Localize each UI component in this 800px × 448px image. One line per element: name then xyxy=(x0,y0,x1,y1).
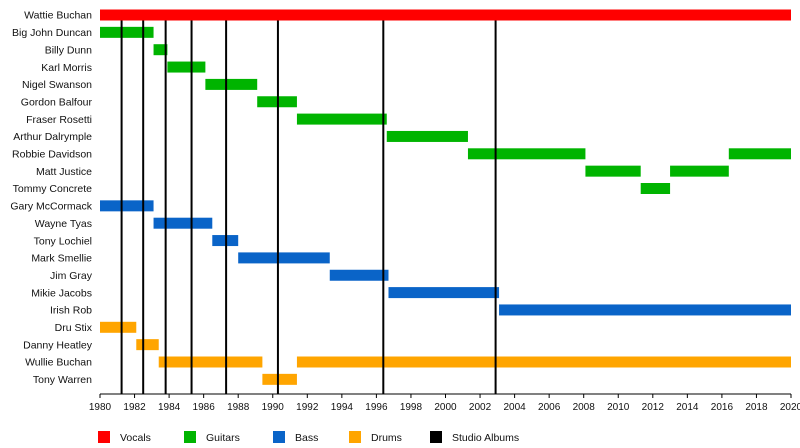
x-tick-label-1998: 1998 xyxy=(400,402,423,413)
member-label-danny-heatley: Danny Heatley xyxy=(23,339,93,351)
x-tick-label-2002: 2002 xyxy=(469,402,492,413)
x-tick-label-1982: 1982 xyxy=(123,402,146,413)
member-label-wayne-tyas: Wayne Tyas xyxy=(35,218,92,230)
member-label-tommy-concrete: Tommy Concrete xyxy=(13,183,93,195)
member-label-karl-morris: Karl Morris xyxy=(41,62,92,74)
bar-mikie-jacobs-1 xyxy=(388,287,500,299)
x-tick-label-1984: 1984 xyxy=(158,402,181,413)
x-tick-label-1990: 1990 xyxy=(262,402,285,413)
member-label-billy-dunn: Billy Dunn xyxy=(45,44,92,56)
x-tick-label-2008: 2008 xyxy=(573,402,596,413)
bar-robbie-davidson-2 xyxy=(728,148,791,160)
x-tick-label-2000: 2000 xyxy=(434,402,457,413)
member-labels: Wattie Buchan Big John Duncan Billy Dunn Ka… xyxy=(10,10,92,386)
x-tick-label-2018: 2018 xyxy=(745,402,768,413)
legend-label-drums: Drums xyxy=(371,432,402,444)
bar-big-john-duncan-1 xyxy=(100,26,154,38)
bar-matt-justice-2 xyxy=(670,165,729,177)
member-label-arthur-dalrymple: Arthur Dalrymple xyxy=(13,131,92,143)
bar-mark-smellie-1 xyxy=(238,252,330,264)
member-label-mark-smellie: Mark Smellie xyxy=(31,253,92,265)
member-label-irish-rob: Irish Rob xyxy=(50,305,92,317)
bar-jim-gray-1 xyxy=(329,269,389,281)
legend-label-vocals: Vocals xyxy=(120,432,151,444)
bar-wayne-tyas-1 xyxy=(153,217,213,229)
bar-billy-dunn-1 xyxy=(153,44,168,56)
legend-label-studio-albums: Studio Albums xyxy=(452,432,519,444)
legend-swatch-studio-albums xyxy=(430,431,442,443)
bar-matt-justice-1 xyxy=(585,165,641,177)
bar-wullie-buchan-2 xyxy=(296,356,791,368)
legend: Vocals Guitars Bass Drums Studio Albums xyxy=(98,431,519,444)
member-label-gary-mccormack: Gary McCormack xyxy=(10,201,92,213)
bar-karl-morris-1 xyxy=(167,61,206,73)
bar-danny-heatley-1 xyxy=(136,339,159,351)
bar-irish-rob-1 xyxy=(499,304,791,316)
legend-swatch-drums xyxy=(349,431,361,443)
member-label-tony-lochiel: Tony Lochiel xyxy=(34,235,92,247)
bar-wattie-buchan-1 xyxy=(100,9,791,21)
x-axis: 1980 1982 1984 1986 1988 1990 1992 1994 1996 1998… xyxy=(89,393,800,413)
member-label-fraser-rosetti: Fraser Rosetti xyxy=(26,114,92,126)
bar-dru-stix-1 xyxy=(100,321,137,333)
x-tick-label-2006: 2006 xyxy=(538,402,561,413)
member-label-nigel-swanson: Nigel Swanson xyxy=(22,79,92,91)
bar-fraser-rosetti-1 xyxy=(296,113,387,125)
x-tick-label-1994: 1994 xyxy=(331,402,354,413)
member-label-wullie-buchan: Wullie Buchan xyxy=(25,357,92,369)
legend-swatch-vocals xyxy=(98,431,110,443)
member-label-gordon-balfour: Gordon Balfour xyxy=(21,96,93,108)
x-tick-label-1986: 1986 xyxy=(193,402,216,413)
x-tick-label-2016: 2016 xyxy=(711,402,734,413)
legend-label-bass: Bass xyxy=(295,432,318,444)
x-tick-label-2020: 2020 xyxy=(780,402,800,413)
member-label-wattie-buchan: Wattie Buchan xyxy=(24,10,92,22)
x-tick-label-2004: 2004 xyxy=(503,402,526,413)
member-label-tony-warren: Tony Warren xyxy=(33,374,92,386)
bar-tommy-concrete-1 xyxy=(640,183,671,194)
x-tick-label-1996: 1996 xyxy=(365,402,388,413)
x-tick-label-2010: 2010 xyxy=(607,402,630,413)
member-label-mikie-jacobs: Mikie Jacobs xyxy=(31,287,92,299)
member-label-matt-justice: Matt Justice xyxy=(36,166,92,178)
legend-swatch-bass xyxy=(273,431,285,443)
bar-gary-mccormack-1 xyxy=(100,200,154,212)
member-label-dru-stix: Dru Stix xyxy=(55,322,93,334)
member-bars xyxy=(100,9,791,385)
legend-label-guitars: Guitars xyxy=(206,432,240,444)
legend-swatch-guitars xyxy=(184,431,196,443)
member-label-robbie-davidson: Robbie Davidson xyxy=(12,149,92,161)
member-label-big-john-duncan: Big John Duncan xyxy=(12,27,92,39)
bar-tony-warren-1 xyxy=(262,373,297,385)
x-tick-label-2012: 2012 xyxy=(642,402,665,413)
member-label-jim-gray: Jim Gray xyxy=(50,270,93,282)
x-tick-label-2014: 2014 xyxy=(676,402,699,413)
bar-arthur-dalrymple-1 xyxy=(386,130,468,142)
studio-album-lines xyxy=(120,20,497,394)
x-tick-label-1980: 1980 xyxy=(89,402,112,413)
bar-wullie-buchan-1 xyxy=(158,356,263,368)
x-tick-label-1988: 1988 xyxy=(227,402,250,413)
bar-nigel-swanson-1 xyxy=(205,78,258,90)
x-tick-label-1992: 1992 xyxy=(296,402,319,413)
bar-robbie-davidson-1 xyxy=(467,148,586,160)
